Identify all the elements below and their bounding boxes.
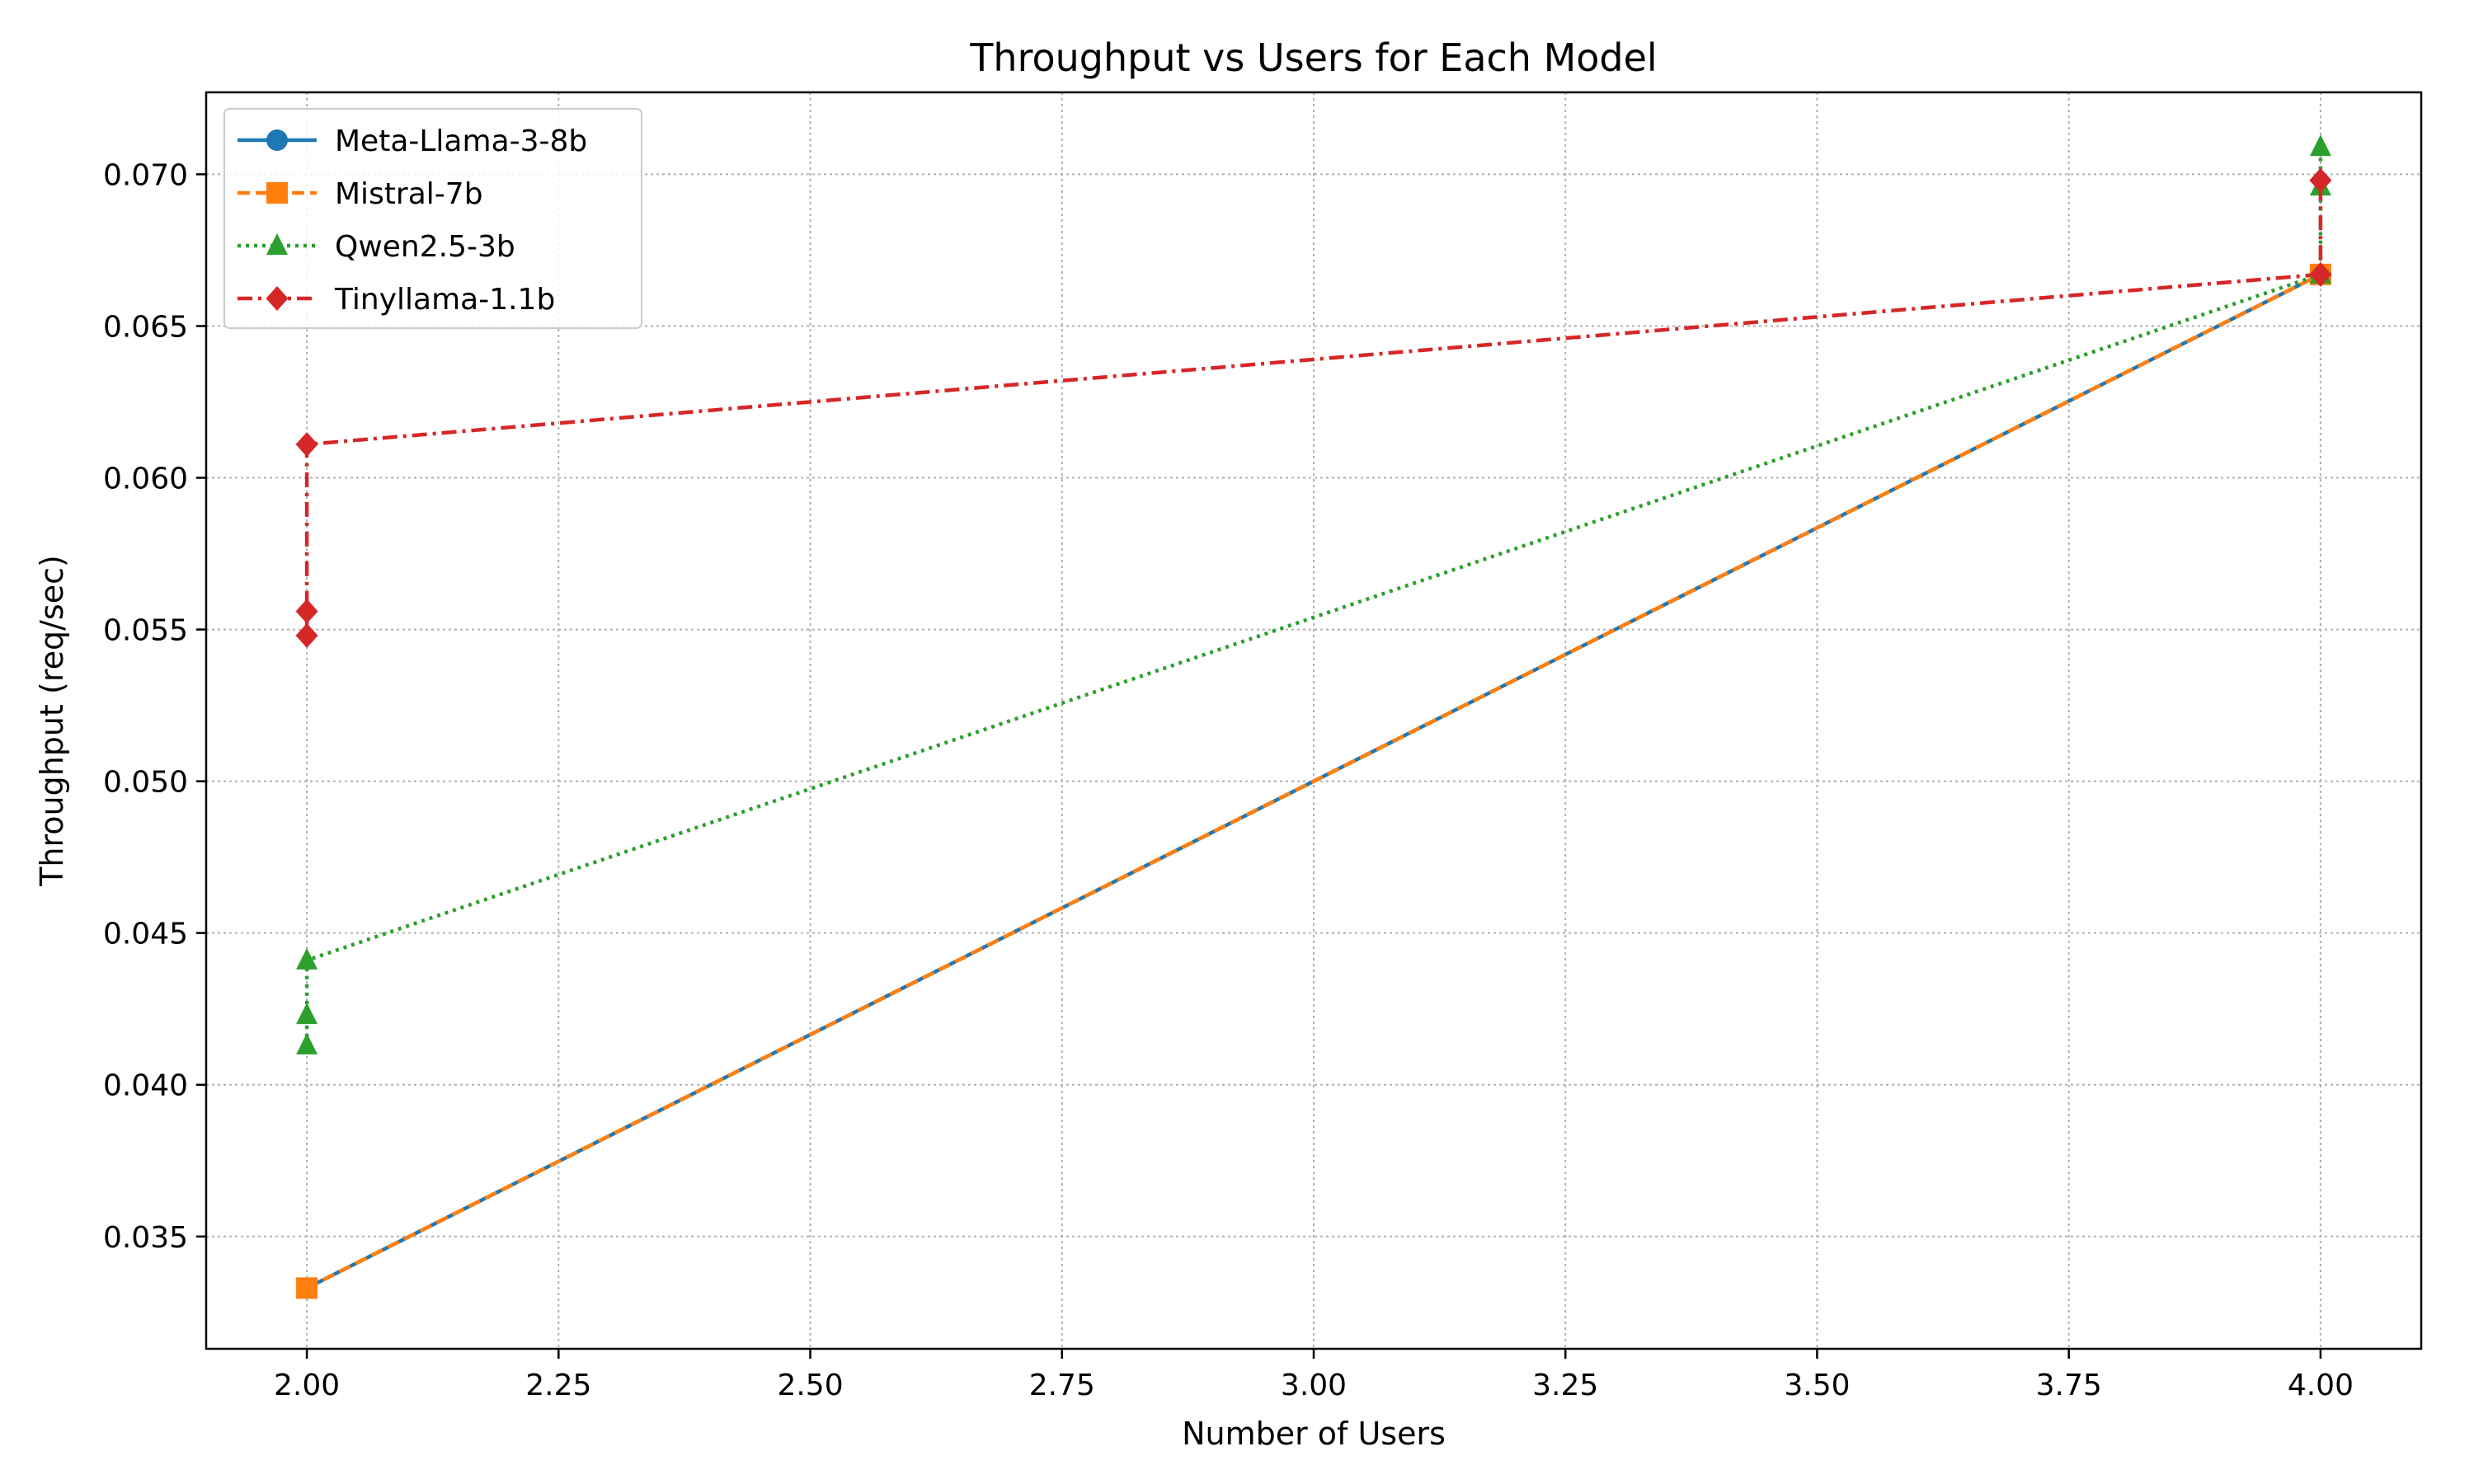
data-point	[295, 599, 318, 624]
legend-label: Meta-Llama-3-8b	[335, 124, 587, 158]
legend-marker	[266, 233, 288, 256]
legend-marker	[266, 182, 288, 204]
y-tick-label: 0.050	[103, 766, 188, 800]
y-tick-label: 0.045	[103, 918, 188, 951]
legend-marker	[266, 286, 289, 311]
axis-ticks: 2.00 2.25 2.50 2.75 3.00 3.25 3.50 3.75 4.00 0.03…	[103, 158, 2354, 1402]
data-point	[2309, 134, 2331, 157]
x-tick-label: 2.75	[1029, 1369, 1095, 1402]
data-point	[296, 947, 318, 970]
x-tick-label: 3.00	[1281, 1369, 1347, 1402]
data-point	[296, 1277, 318, 1299]
data-point	[295, 622, 318, 648]
legend-box	[223, 108, 642, 329]
x-tick-label: 2.50	[777, 1369, 843, 1402]
data-point	[296, 1003, 318, 1025]
series-layer	[295, 134, 2332, 1299]
data-point	[296, 1032, 318, 1054]
legend-marker	[266, 129, 288, 151]
x-axis-label: Number of Users	[1182, 1416, 1446, 1452]
chart-title: Throughput vs Users for Each Model	[969, 35, 1657, 80]
y-tick-label: 0.055	[103, 614, 188, 648]
y-tick-label: 0.065	[103, 310, 188, 344]
x-tick-label: 3.25	[1532, 1369, 1598, 1402]
y-tick-label: 0.070	[103, 158, 188, 192]
x-tick-label: 4.00	[2288, 1369, 2354, 1402]
x-tick-label: 3.50	[1784, 1369, 1850, 1402]
series-qwen2-5-3b	[296, 134, 2331, 1054]
x-tick-label: 2.00	[274, 1369, 340, 1402]
data-point	[2309, 167, 2332, 193]
legend: Meta-Llama-3-8b Mistral-7b Qwen2.5-3b Tinyl…	[223, 108, 642, 329]
legend-entry: Qwen2.5-3b	[238, 230, 515, 264]
legend-label: Tinyllama-1.1b	[334, 283, 555, 317]
legend-entry: Tinyllama-1.1b	[238, 283, 555, 317]
legend-entry: Mistral-7b	[238, 177, 483, 211]
data-point	[295, 432, 318, 457]
legend-label: Qwen2.5-3b	[335, 230, 515, 264]
y-tick-label: 0.040	[103, 1069, 188, 1103]
y-tick-label: 0.035	[103, 1221, 188, 1255]
series-line	[306, 272, 2321, 1290]
legend-entry: Meta-Llama-3-8b	[238, 124, 587, 158]
legend-label: Mistral-7b	[335, 177, 483, 211]
x-tick-label: 3.75	[2036, 1369, 2102, 1402]
data-point	[2309, 261, 2332, 287]
x-tick-label: 2.25	[525, 1369, 591, 1402]
y-axis-label: Throughput (req/sec)	[34, 555, 70, 887]
series-tinyllama-1-1b	[295, 167, 2332, 648]
y-tick-label: 0.060	[103, 463, 188, 496]
